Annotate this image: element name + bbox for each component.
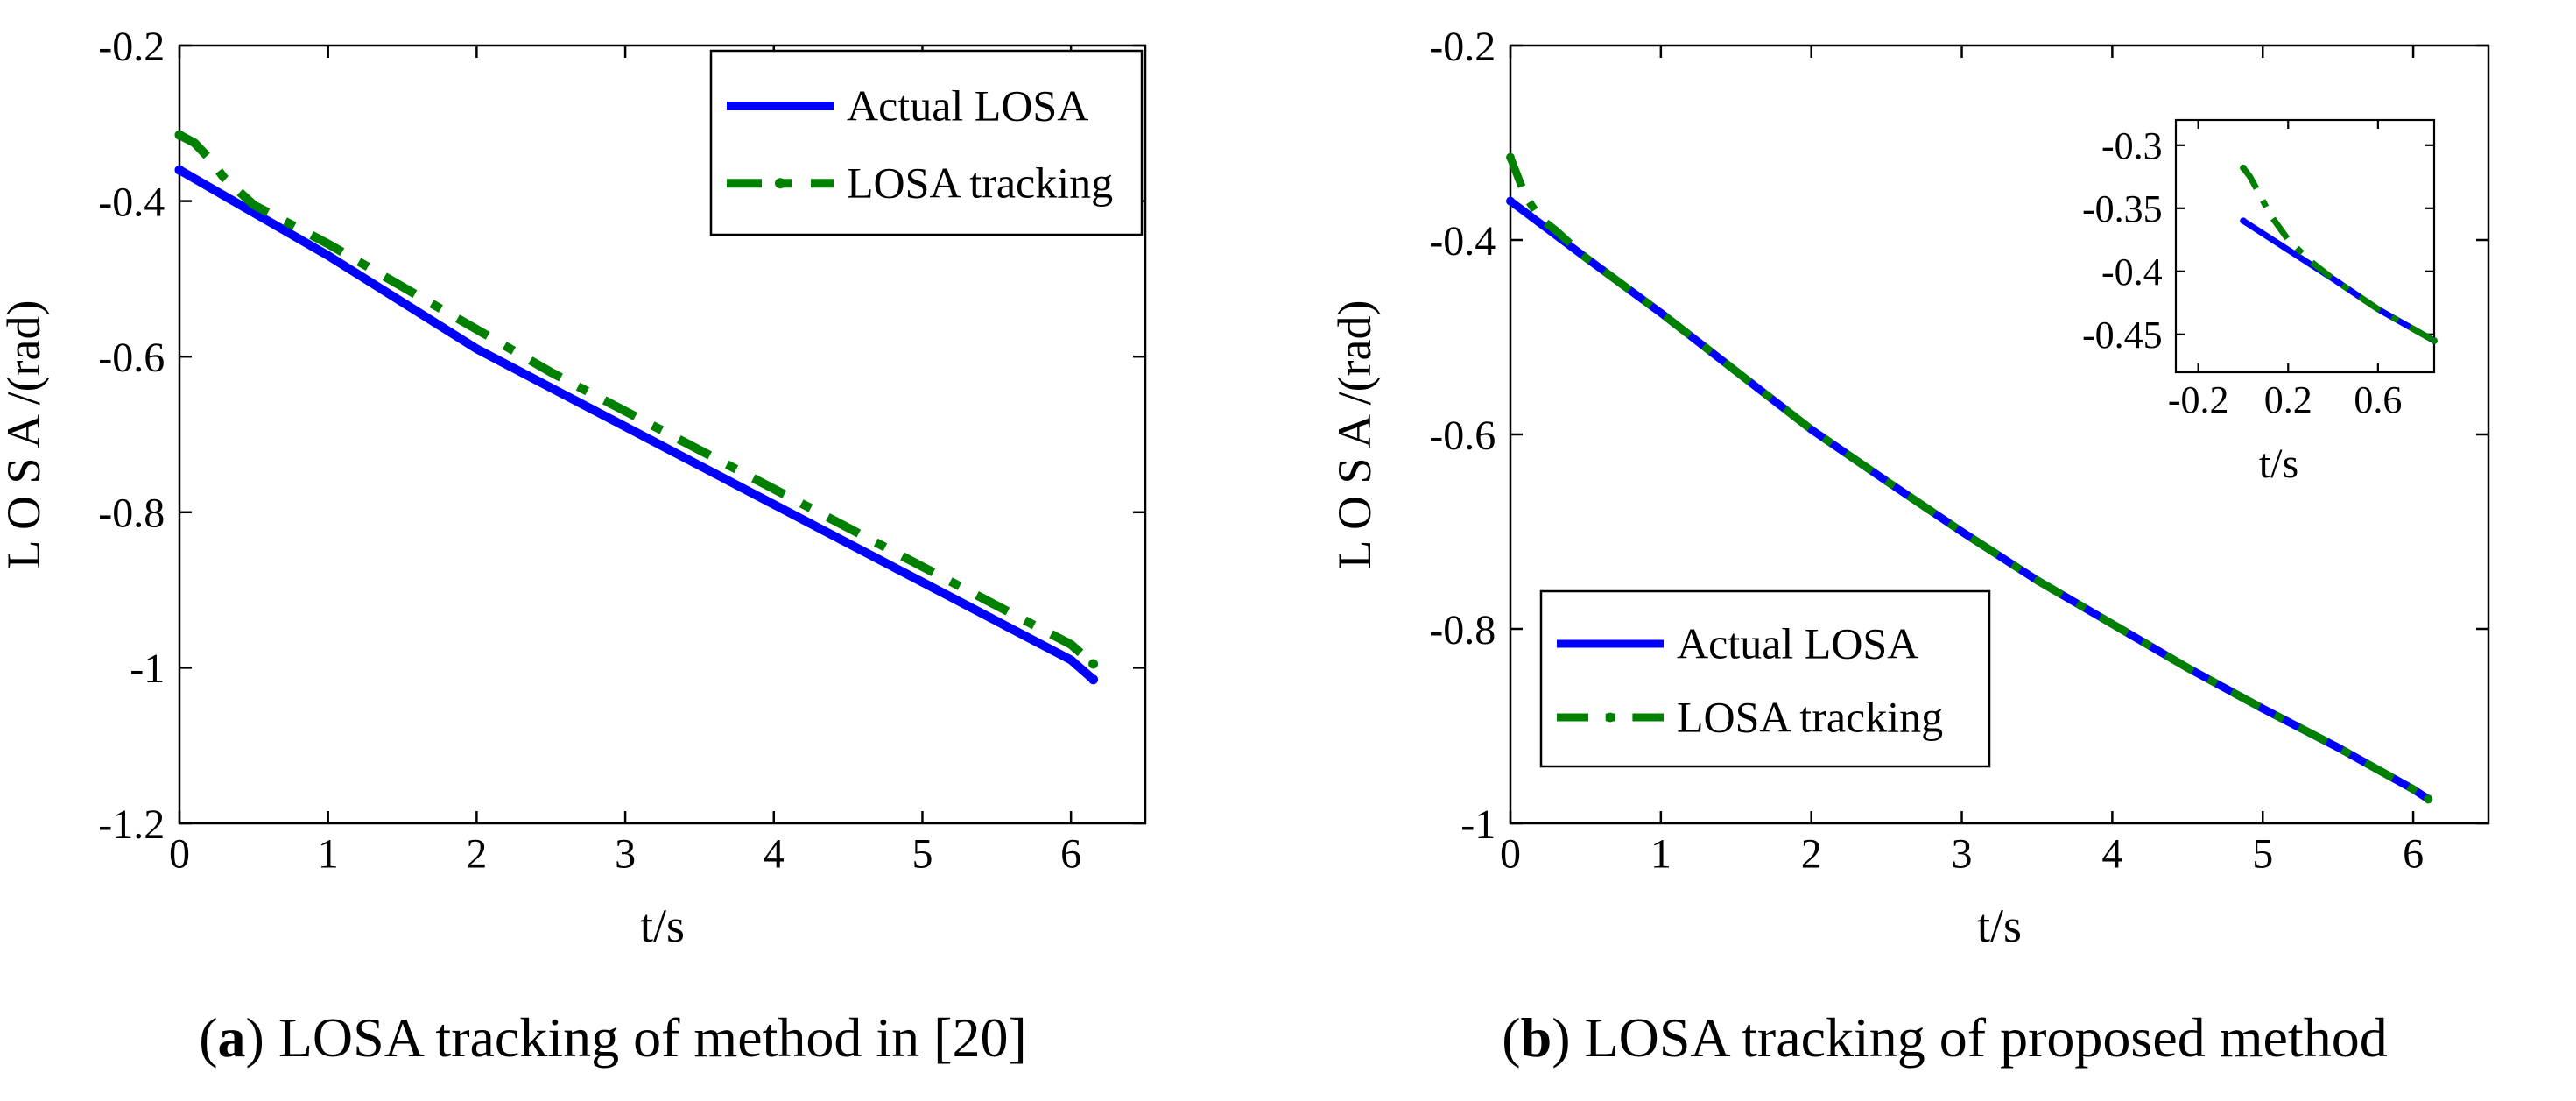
caption-a-label: a xyxy=(217,1006,246,1069)
x-tick-label-0-5: 5 xyxy=(911,830,933,877)
x-tick-label-0-6: 6 xyxy=(1060,830,1081,877)
legend-box-1 xyxy=(1539,589,1991,768)
series-point-1-0-0 xyxy=(1506,196,1515,206)
x-tick-label-0-0: 0 xyxy=(169,830,190,877)
x-tick-label-1-2: 2 xyxy=(1801,830,1822,877)
legend-label-1-1: LOSA tracking xyxy=(1677,693,1943,742)
series-point-1-inset-1-0 xyxy=(2240,164,2247,172)
legend-label-1-0: Actual LOSA xyxy=(1677,619,1918,668)
series-point-1-1-0 xyxy=(1506,152,1515,162)
series-point-0-1-16 xyxy=(1088,659,1099,669)
y-tick-label-1-4: -1 xyxy=(1460,801,1496,848)
legend-0: Actual LOSA LOSA tracking xyxy=(709,49,1144,236)
x-tick-label-0-1: 1 xyxy=(318,830,339,877)
x-tick-label-0-2: 2 xyxy=(466,830,487,877)
x-tick-label-1-0: 0 xyxy=(1500,830,1521,877)
series-line-1-1 xyxy=(1506,155,2431,802)
legend-label-0-1: LOSA tracking xyxy=(847,159,1113,208)
x-tick-label-1-1: 1 xyxy=(1650,830,1672,877)
caption-b-text: LOSA tracking of proposed method xyxy=(1570,1006,2388,1069)
x-tick-label-0-4: 4 xyxy=(764,830,785,877)
series-point-1-inset-0-0 xyxy=(2240,217,2247,225)
x-axis-label-0: t/s xyxy=(640,900,685,952)
series-line-1-inset-1 xyxy=(2241,166,2436,344)
y-axis-label-0: L O S A /(rad) xyxy=(0,300,50,569)
y-tick-label-1-2: -0.6 xyxy=(1429,413,1496,459)
x-tick-label-1-inset-0: -0.2 xyxy=(2168,378,2229,421)
x-tick-label-0-3: 3 xyxy=(615,830,636,877)
y-tick-label-1-inset-1: -0.35 xyxy=(2082,187,2163,230)
series-line-0-1 xyxy=(177,131,1096,667)
x-tick-label-1-5: 5 xyxy=(2252,830,2273,877)
caption-a-text: LOSA tracking of method in [20] xyxy=(264,1006,1027,1069)
y-tick-label-0-3: -0.8 xyxy=(98,491,165,537)
series-point-0-0-0 xyxy=(174,165,185,175)
caption-b: (b) LOSA tracking of proposed method xyxy=(1502,1006,2388,1069)
x-tick-label-1-6: 6 xyxy=(2403,830,2424,877)
inset-x-axis-label-1: t/s xyxy=(2259,441,2298,487)
legend-marker-1-1 xyxy=(1605,712,1615,723)
y-tick-label-0-5: -1.2 xyxy=(98,801,165,848)
x-tick-label-1-3: 3 xyxy=(1952,830,1973,877)
y-tick-label-0-0: -0.2 xyxy=(98,24,165,70)
y-tick-label-0-2: -0.6 xyxy=(98,335,165,381)
caption-a: (a) LOSA tracking of method in [20] xyxy=(199,1006,1027,1069)
y-tick-label-1-3: -0.8 xyxy=(1429,607,1496,653)
x-tick-label-1-inset-2: 0.6 xyxy=(2354,378,2402,421)
series-point-1-1-17 xyxy=(2424,794,2433,804)
legend-marker-0-1 xyxy=(775,178,785,189)
x-tick-label-1-inset-1: 0.2 xyxy=(2264,378,2312,421)
legend-label-0-0: Actual LOSA xyxy=(847,81,1088,131)
y-tick-label-0-4: -1 xyxy=(130,646,165,692)
y-tick-label-1-inset-0: -0.3 xyxy=(2101,124,2163,167)
series-point-0-1-0 xyxy=(174,130,185,140)
series-point-0-0-13 xyxy=(1088,674,1099,685)
y-axis-label-1: L O S A /(rad) xyxy=(1328,300,1381,569)
y-tick-label-1-inset-2: -0.4 xyxy=(2101,251,2163,293)
y-tick-label-1-inset-3: -0.45 xyxy=(2082,314,2163,356)
y-tick-label-1-0: -0.2 xyxy=(1429,24,1496,70)
panel-1-inset: -0.2 0.2 0.6 -0.3 -0.35 -0.4 -0.45 t/s xyxy=(2082,118,2438,487)
series-point-1-inset-1-8 xyxy=(2431,337,2438,344)
plot-frame-1-inset xyxy=(2174,118,2436,374)
legend-1: Actual LOSA LOSA tracking xyxy=(1539,589,1991,768)
panel-0: 0 1 2 3 4 5 6 -0.2 -0.4 -0.6 -0.8 -1 -1.2 t/s L O S A … xyxy=(0,24,1147,952)
y-tick-label-1-1: -0.4 xyxy=(1429,218,1496,265)
series-line-0-0 xyxy=(177,166,1096,683)
y-tick-label-0-1: -0.4 xyxy=(98,179,165,225)
x-axis-label-1: t/s xyxy=(1977,900,2022,952)
x-tick-label-1-4: 4 xyxy=(2101,830,2122,877)
caption-b-label: b xyxy=(1520,1006,1552,1069)
legend-box-0 xyxy=(709,49,1144,236)
